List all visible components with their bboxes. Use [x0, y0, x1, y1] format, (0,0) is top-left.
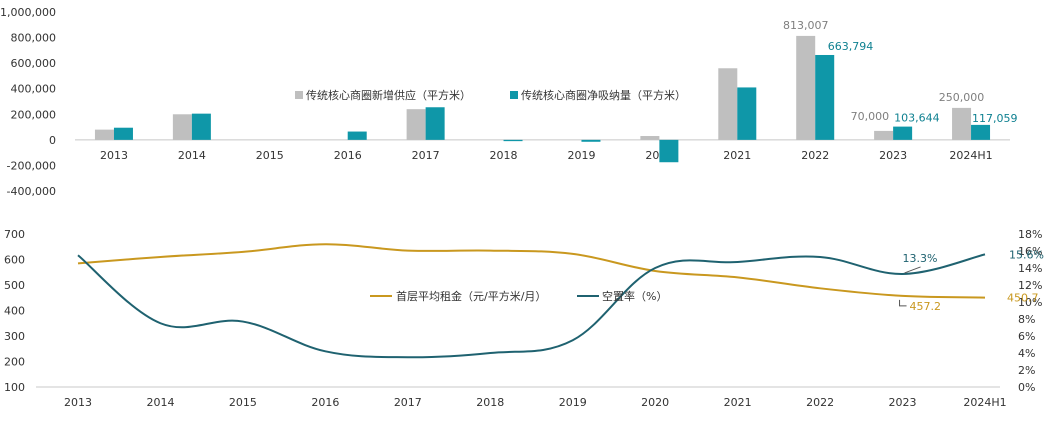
line-y-left-tick-label: 300 — [4, 330, 25, 343]
bar — [503, 139, 523, 142]
bar — [406, 109, 426, 140]
bar-data-label: 813,007 — [783, 19, 829, 32]
bar — [952, 107, 972, 140]
bar-data-label: 250,000 — [939, 91, 985, 104]
bar-legend-swatch — [510, 91, 518, 99]
bar-x-tick-label: 2019 — [567, 149, 595, 162]
line-y-right-tick-label: 2% — [1018, 364, 1035, 377]
line-y-left-tick-label: 700 — [4, 228, 25, 241]
vacancy-rate-line — [77, 253, 986, 359]
line-data-label: 15.6% — [1009, 248, 1044, 261]
line-y-left-tick-label: 600 — [4, 254, 25, 267]
bar-legend-label: 传统核心商圈净吸纳量（平方米） — [521, 88, 686, 102]
line-y-right-tick-label: 10% — [1018, 296, 1042, 309]
leader-line — [899, 299, 907, 307]
line-x-tick-label: 2014 — [146, 396, 174, 409]
line-data-label: 450.7 — [1007, 292, 1039, 305]
bar-x-tick-label: 2015 — [256, 149, 284, 162]
line-y-right-tick-label: 18% — [1018, 228, 1042, 241]
line-x-tick-label: 2018 — [476, 396, 504, 409]
line-x-tick-label: 2020 — [641, 396, 669, 409]
bar — [659, 139, 679, 163]
line-x-tick-label: 2016 — [311, 396, 339, 409]
line-y-right-tick-label: 0% — [1018, 381, 1035, 394]
bar-x-tick-label: 2021 — [723, 149, 751, 162]
line-x-tick-label: 2021 — [724, 396, 752, 409]
bar-data-label: 103,644 — [894, 112, 940, 125]
leader-line — [904, 266, 921, 274]
bar-y-tick-label: -200,000 — [7, 159, 56, 172]
line-y-right-tick-label: 12% — [1018, 279, 1042, 292]
line-x-tick-label: 2015 — [229, 396, 257, 409]
line-y-right-tick-label: 14% — [1018, 262, 1042, 275]
bar — [113, 127, 133, 140]
bar-x-tick-label: 2022 — [801, 149, 829, 162]
bar-y-tick-label: 600,000 — [11, 57, 57, 70]
bar-y-tick-label: 200,000 — [11, 108, 57, 121]
bar-x-tick-label: 2024H1 — [949, 149, 992, 162]
bar — [94, 129, 114, 140]
line-x-tick-label: 2022 — [806, 396, 834, 409]
line-x-tick-label: 2019 — [559, 396, 587, 409]
line-y-left-tick-label: 400 — [4, 305, 25, 318]
bar — [347, 131, 367, 140]
rent-line — [77, 243, 986, 299]
line-legend-label: 首层平均租金（元/平方米/月） — [396, 289, 546, 303]
bar-y-tick-label: 1,000,000 — [0, 6, 56, 19]
bar-x-tick-label: 2016 — [334, 149, 362, 162]
line-data-label: 457.2 — [910, 300, 942, 313]
bar — [874, 130, 894, 140]
line-y-left-tick-label: 100 — [4, 381, 25, 394]
line-legend-label: 空置率（%） — [602, 289, 667, 303]
bar — [640, 136, 660, 140]
line-x-tick-label: 2024H1 — [963, 396, 1006, 409]
bar — [581, 139, 601, 142]
line-y-right-tick-label: 16% — [1018, 245, 1042, 258]
bar — [172, 114, 192, 140]
bar-x-tick-label: 2023 — [879, 149, 907, 162]
bar-y-tick-label: 0 — [49, 134, 56, 147]
line-y-right-tick-label: 6% — [1018, 330, 1035, 343]
line-x-tick-label: 2017 — [394, 396, 422, 409]
bar-y-tick-label: 400,000 — [11, 83, 57, 96]
bar-y-tick-label: 800,000 — [11, 32, 57, 45]
bar — [191, 113, 211, 140]
line-data-label: 13.3% — [903, 252, 938, 265]
bar-data-label: 70,000 — [851, 110, 890, 123]
bar-x-tick-label: 2014 — [178, 149, 206, 162]
line-y-right-tick-label: 8% — [1018, 313, 1035, 326]
line-x-tick-label: 2013 — [64, 396, 92, 409]
bar — [893, 126, 913, 140]
bar — [737, 87, 757, 140]
bar-legend-swatch — [295, 91, 303, 99]
bar-x-tick-label: 2013 — [100, 149, 128, 162]
bar — [718, 68, 738, 140]
bar — [815, 54, 835, 140]
bar — [425, 107, 445, 140]
line-y-left-tick-label: 500 — [4, 279, 25, 292]
bar-legend-label: 传统核心商圈新增供应（平方米） — [306, 88, 471, 102]
line-y-left-tick-label: 200 — [4, 356, 25, 369]
bar — [796, 35, 816, 140]
bar-x-tick-label: 2017 — [412, 149, 440, 162]
bar-x-tick-label: 2018 — [490, 149, 518, 162]
bar-data-label: 663,794 — [828, 40, 874, 53]
line-y-right-tick-label: 4% — [1018, 347, 1035, 360]
bar-y-tick-label: -400,000 — [7, 185, 56, 198]
bar-data-label: 117,059 — [972, 112, 1018, 125]
line-x-tick-label: 2023 — [889, 396, 917, 409]
bar — [971, 124, 991, 140]
